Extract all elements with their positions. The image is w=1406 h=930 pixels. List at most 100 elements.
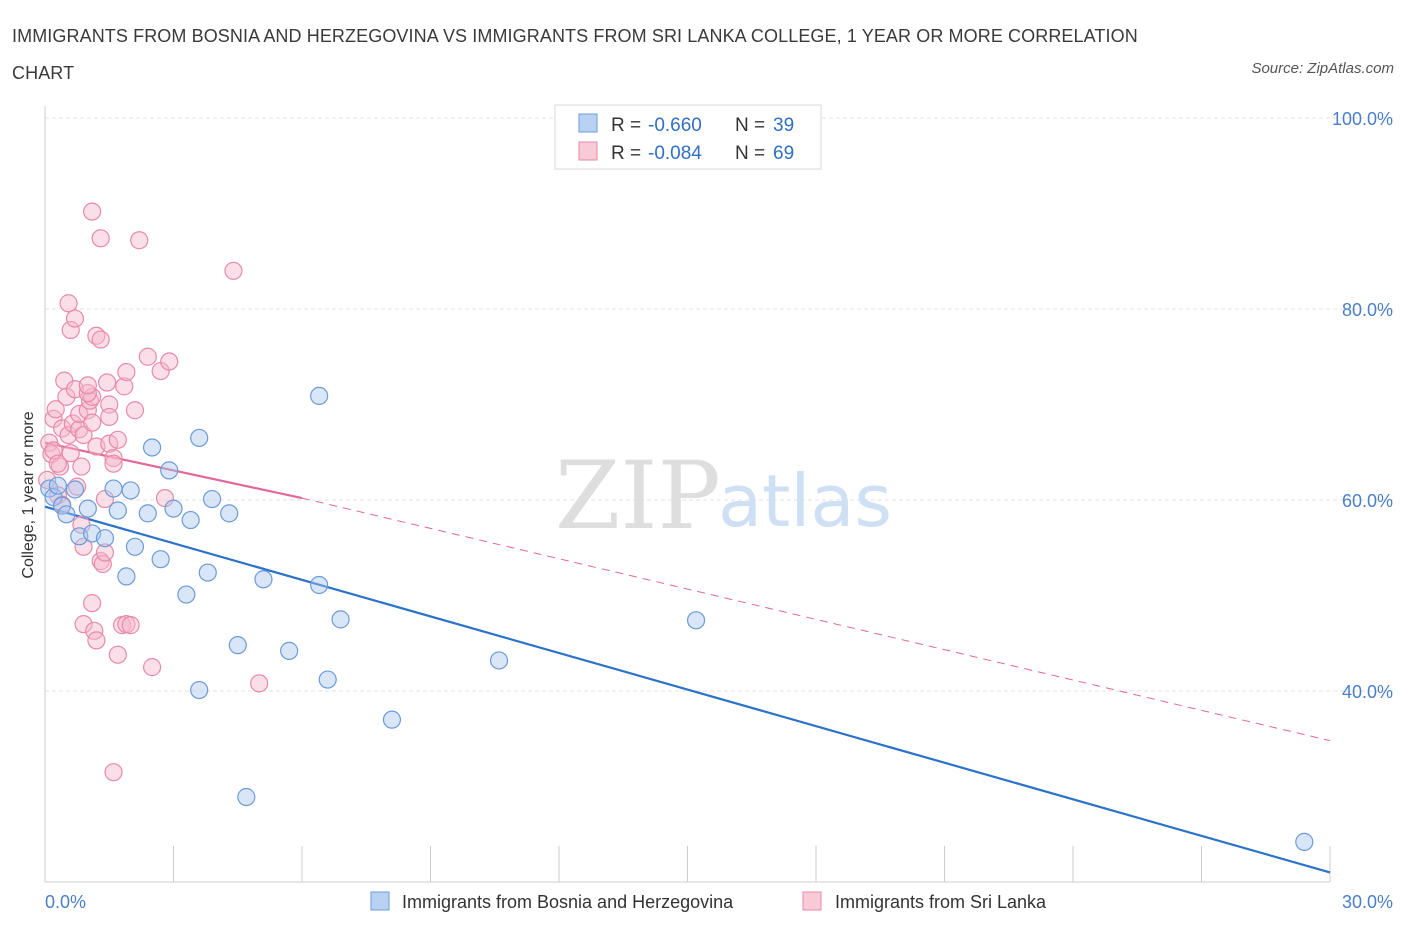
bosnia-point-2 [48, 476, 67, 495]
bosnia-point-14 [125, 537, 145, 556]
bosnia-point-37 [686, 611, 706, 630]
watermark-zip: ZIP [555, 442, 721, 551]
srilanka-point-34 [87, 631, 106, 650]
trend-lines [44, 441, 1331, 874]
srilanka-point-39 [91, 552, 110, 571]
x-tick-label-max: 30.0% [1342, 892, 1393, 912]
series-legend-label-srilanka: Immigrants from Sri Lanka [835, 892, 1047, 912]
bosnia-point-18 [160, 461, 179, 480]
srilanka-point-14 [68, 477, 87, 496]
bosnia-point-9 [95, 529, 115, 548]
bosnia-point-38 [1295, 832, 1314, 851]
bosnia-point-16 [142, 438, 162, 457]
bosnia-point-36 [489, 651, 509, 670]
bosnia-point-25 [202, 489, 222, 509]
srilanka-point-67 [48, 454, 67, 473]
srilanka-point-35 [83, 202, 102, 221]
legend-r-label-2: R = [611, 143, 641, 164]
legend-n-value-1: 39 [773, 115, 794, 136]
axes [44, 106, 1331, 883]
legend-swatch-srilanka [578, 141, 598, 161]
bosnia-point-5 [65, 480, 85, 499]
bosnia-point-31 [310, 575, 329, 595]
srilanka-point-54 [117, 362, 136, 382]
y-tick-label-0: 40.0% [1342, 682, 1393, 702]
srilanka-point-45 [100, 407, 119, 427]
y-axis-label: College, 1 year or more [20, 411, 37, 578]
series-legend-swatch-srilanka [802, 891, 822, 911]
bosnia-point-24 [198, 563, 217, 582]
bosnia-point-28 [237, 787, 256, 807]
srilanka-point-32 [83, 594, 102, 613]
series-legend: Immigrants from Bosnia and Herzegovina I… [370, 891, 1047, 912]
bosnia-point-11 [108, 501, 127, 520]
y-tick-label-2: 80.0% [1342, 300, 1393, 320]
srilanka-point-66 [44, 441, 63, 460]
srilanka-point-63 [160, 352, 179, 371]
srilanka-point-53 [115, 377, 134, 396]
bosnia-point-15 [138, 504, 157, 523]
srilanka-point-56 [121, 616, 140, 635]
srilanka-point-65 [250, 674, 269, 693]
srilanka-point-10 [59, 425, 78, 445]
bosnia-point-10 [104, 479, 123, 498]
srilanka-point-41 [95, 543, 115, 562]
srilanka-point-44 [100, 395, 119, 414]
srilanka-point-23 [74, 537, 93, 556]
grid-lines [45, 117, 1393, 692]
legend-r-label-1: R = [611, 115, 641, 136]
bosnia-point-34 [331, 610, 350, 629]
bosnia-point-21 [181, 510, 200, 530]
bosnia-point-23 [190, 428, 209, 448]
srilanka-point-28 [83, 413, 102, 432]
srilanka-point-59 [138, 347, 157, 366]
bosnia-point-27 [228, 636, 247, 655]
srilanka-point-60 [142, 658, 162, 677]
legend-n-label-2: N = [735, 143, 765, 164]
bosnia-point-32 [310, 386, 329, 406]
y-tick-label-3: 100.0% [1332, 109, 1393, 129]
srilanka-point-21 [70, 404, 89, 424]
watermark-atlas: atlas [718, 459, 892, 543]
bosnia-point-26 [220, 504, 239, 523]
srilanka-point-18 [59, 294, 78, 313]
series-legend-label-bosnia: Immigrants from Bosnia and Herzegovina [402, 892, 734, 912]
bosnia-point-22 [190, 680, 209, 700]
legend-r-value-2: -0.084 [648, 143, 702, 164]
srilanka-point-40 [93, 554, 112, 574]
data-points [38, 202, 1314, 851]
x-tick-label-min: 0.0% [45, 892, 86, 912]
bosnia-point-12 [117, 567, 136, 586]
bosnia-point-3 [53, 496, 72, 515]
y-tick-labels: 40.0% 60.0% 80.0% 100.0% [1332, 109, 1393, 702]
chart-source: Source: ZipAtlas.com [1251, 60, 1394, 77]
srilanka-point-51 [108, 645, 127, 664]
stats-legend: R = -0.660 N = 39 R = -0.084 N = 69 [554, 104, 822, 170]
legend-r-value-1: -0.660 [648, 115, 702, 136]
srilanka-point-20 [65, 309, 85, 328]
srilanka-point-19 [61, 320, 80, 340]
legend-n-label-1: N = [735, 115, 765, 136]
bosnia-point-7 [78, 499, 97, 518]
bosnia-point-35 [382, 710, 402, 729]
bosnia-point-4 [57, 505, 76, 524]
legend-swatch-bosnia [578, 113, 598, 133]
srilanka-point-6 [50, 457, 70, 476]
srilanka-point-17 [74, 425, 93, 445]
legend-n-value-2: 69 [773, 143, 794, 164]
bosnia-point-29 [254, 570, 273, 589]
trend-line-0 [44, 505, 1331, 874]
trend-line-1 [44, 441, 303, 500]
bosnia-point-19 [164, 499, 183, 518]
srilanka-point-57 [125, 401, 145, 420]
srilanka-point-24 [74, 615, 93, 634]
srilanka-point-38 [91, 229, 110, 248]
bosnia-point-13 [121, 481, 140, 500]
srilanka-point-64 [224, 261, 243, 280]
bosnia-point-30 [280, 641, 299, 660]
srilanka-point-46 [100, 434, 119, 453]
srilanka-point-4 [46, 400, 65, 419]
srilanka-point-30 [78, 383, 97, 403]
bosnia-point-17 [151, 550, 170, 569]
